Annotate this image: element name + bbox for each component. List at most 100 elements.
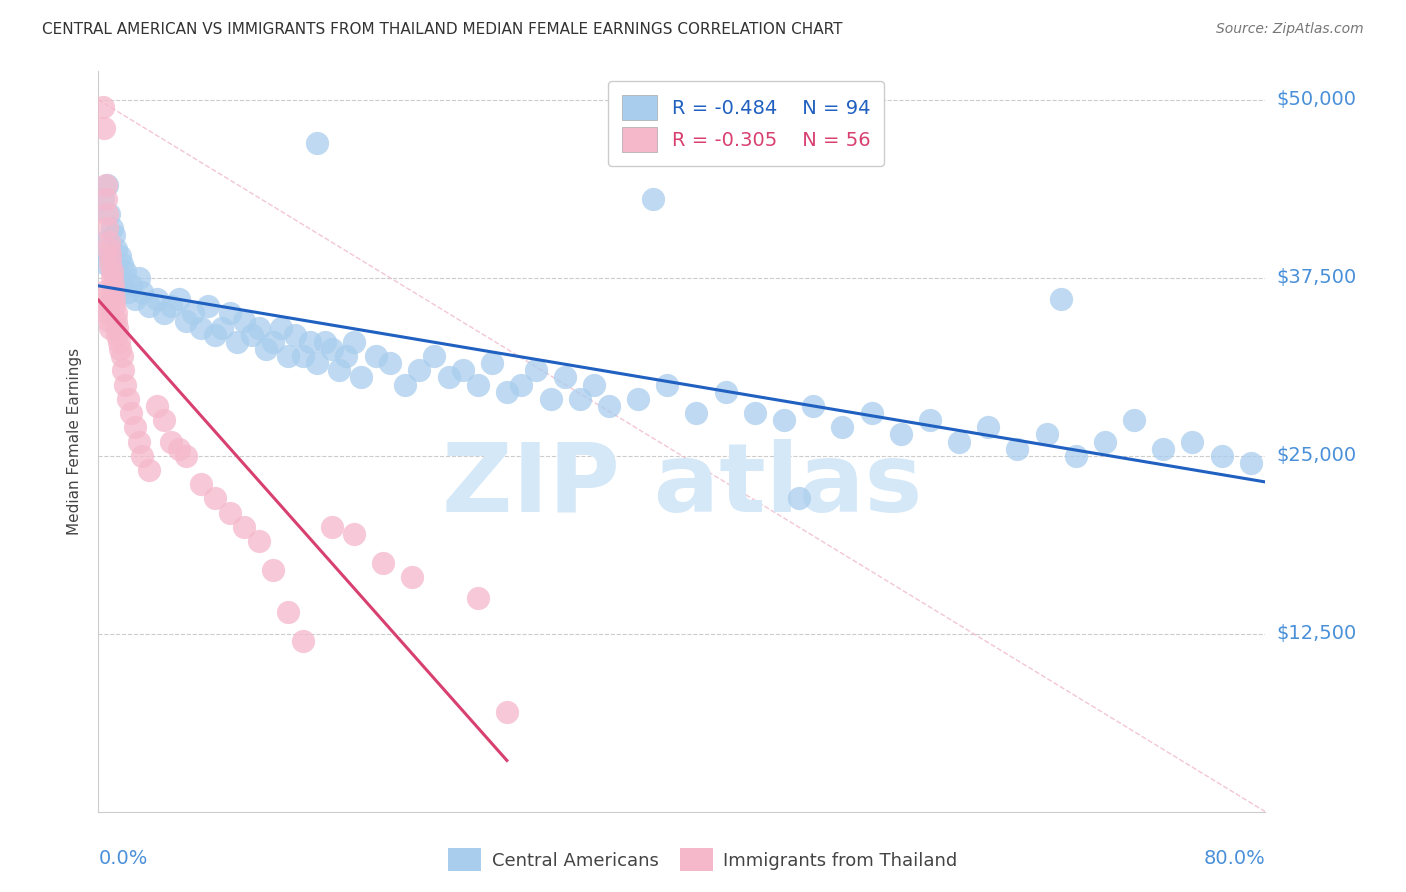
Point <box>111 256 134 270</box>
Point <box>131 285 153 299</box>
Point <box>1007 442 1029 456</box>
Point <box>94 299 117 313</box>
Point <box>101 263 124 277</box>
Point <box>343 527 366 541</box>
Point <box>350 370 373 384</box>
Point <box>890 427 912 442</box>
Point <box>96 178 118 193</box>
Point <box>105 327 128 342</box>
Point <box>321 520 343 534</box>
Point <box>307 136 329 150</box>
Point <box>380 356 402 370</box>
Text: Source: ZipAtlas.com: Source: ZipAtlas.com <box>1216 22 1364 37</box>
Point <box>153 413 176 427</box>
Point <box>97 235 120 250</box>
Point <box>96 221 118 235</box>
Point <box>860 406 883 420</box>
Point <box>568 392 591 406</box>
Point <box>97 207 120 221</box>
Point <box>262 563 284 577</box>
Point <box>657 377 679 392</box>
Point <box>247 534 270 549</box>
Point <box>233 313 256 327</box>
Point <box>97 313 120 327</box>
Point <box>211 320 233 334</box>
Legend: Central Americans, Immigrants from Thailand: Central Americans, Immigrants from Thail… <box>441 841 965 879</box>
Point <box>117 285 139 299</box>
Point <box>167 292 190 306</box>
Point <box>103 292 125 306</box>
Point <box>371 556 394 570</box>
Point <box>120 277 142 292</box>
Point <box>174 313 197 327</box>
Point <box>101 285 124 299</box>
Point <box>190 477 212 491</box>
Point <box>104 243 127 257</box>
Point <box>181 306 204 320</box>
Point <box>321 342 343 356</box>
Point <box>1152 442 1174 456</box>
Legend: R = -0.484    N = 94, R = -0.305    N = 56: R = -0.484 N = 94, R = -0.305 N = 56 <box>607 81 884 166</box>
Point <box>240 327 263 342</box>
Point <box>103 299 125 313</box>
Point <box>233 520 256 534</box>
Point <box>218 306 240 320</box>
Point <box>1050 292 1073 306</box>
Point <box>146 399 169 413</box>
Point <box>100 270 122 285</box>
Point <box>1123 413 1146 427</box>
Point <box>218 506 240 520</box>
Point <box>93 121 115 136</box>
Point <box>94 193 117 207</box>
Point <box>91 285 114 299</box>
Point <box>197 299 219 313</box>
Point <box>160 434 183 449</box>
Point <box>108 270 131 285</box>
Point <box>254 342 277 356</box>
Point <box>190 320 212 334</box>
Point <box>714 384 737 399</box>
Point <box>94 256 117 270</box>
Point <box>100 221 122 235</box>
Point <box>467 591 489 606</box>
Point <box>103 228 125 243</box>
Point <box>554 370 576 384</box>
Text: $25,000: $25,000 <box>1277 446 1357 466</box>
Point <box>524 363 547 377</box>
Point <box>91 100 114 114</box>
Point <box>328 363 350 377</box>
Point <box>801 399 824 413</box>
Point <box>277 349 299 363</box>
Point <box>111 349 134 363</box>
Point <box>291 349 314 363</box>
Point <box>91 193 114 207</box>
Point <box>364 349 387 363</box>
Point <box>174 449 197 463</box>
Point <box>110 342 132 356</box>
Point <box>120 406 142 420</box>
Point <box>117 392 139 406</box>
Point <box>100 263 122 277</box>
Point <box>93 292 115 306</box>
Point <box>262 334 284 349</box>
Point <box>437 370 460 384</box>
Point <box>153 306 176 320</box>
Point <box>101 277 124 292</box>
Point <box>96 306 118 320</box>
Point <box>1035 427 1057 442</box>
Point <box>98 249 121 264</box>
Point <box>1211 449 1233 463</box>
Point <box>167 442 190 456</box>
Point <box>394 377 416 392</box>
Point <box>93 235 115 250</box>
Point <box>496 384 519 399</box>
Point <box>96 207 118 221</box>
Point <box>685 406 707 420</box>
Point <box>307 356 329 370</box>
Point <box>977 420 1000 434</box>
Text: ZIP atlas: ZIP atlas <box>441 440 922 533</box>
Point <box>128 434 150 449</box>
Point <box>314 334 336 349</box>
Text: 80.0%: 80.0% <box>1204 849 1265 868</box>
Point <box>98 256 121 270</box>
